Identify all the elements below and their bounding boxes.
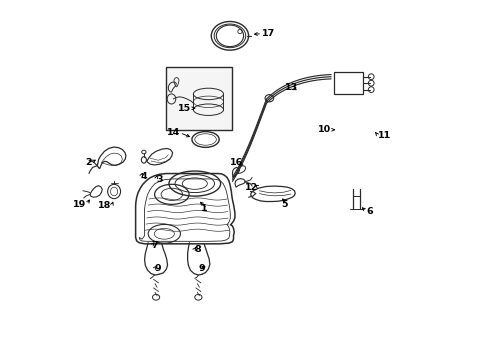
- Text: 6: 6: [366, 207, 373, 216]
- Text: 13: 13: [285, 83, 298, 92]
- Bar: [166, 67, 232, 130]
- Text: 19: 19: [73, 200, 87, 209]
- Text: 4: 4: [141, 172, 147, 181]
- Bar: [334, 72, 363, 94]
- Text: 3: 3: [156, 175, 163, 184]
- Text: 2: 2: [85, 158, 92, 167]
- Text: 7: 7: [152, 241, 158, 250]
- Text: 1: 1: [201, 204, 207, 213]
- Text: 9: 9: [198, 264, 205, 273]
- Text: 5: 5: [281, 200, 287, 209]
- Text: 17: 17: [262, 29, 275, 38]
- Text: 18: 18: [98, 201, 112, 210]
- Text: 11: 11: [378, 131, 391, 140]
- Text: 10: 10: [318, 125, 331, 134]
- Text: 16: 16: [230, 158, 243, 167]
- Text: 15: 15: [178, 104, 191, 113]
- Text: 14: 14: [167, 128, 180, 137]
- Text: 8: 8: [194, 246, 201, 255]
- Text: 9: 9: [155, 264, 161, 273]
- Text: 12: 12: [245, 183, 259, 192]
